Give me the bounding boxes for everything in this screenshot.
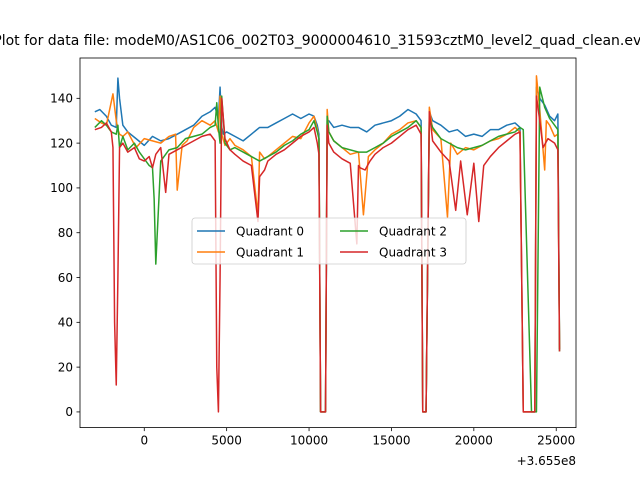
y-axis: 0 20 40 60 80 100 120 140 [50,92,80,419]
legend: Quadrant 0 Quadrant 1 Quadrant 2 Quadrant 3 [191,217,467,265]
x-tick-label: 0 [140,434,148,448]
legend-label-quadrant-3: Quadrant 3 [379,245,447,259]
y-tick-label: 60 [58,271,73,285]
legend-label-quadrant-1: Quadrant 1 [236,245,304,259]
y-tick-label: 0 [65,405,73,419]
x-tick-label: 25000 [537,434,575,448]
chart-title: Plot for data file: modeM0/AS1C06_002T03… [0,33,640,49]
x-tick-label: 15000 [372,434,410,448]
x-axis: 0 5000 10000 15000 20000 25000 [140,427,575,448]
x-tick-label: 10000 [290,434,328,448]
y-tick-label: 140 [50,92,73,106]
y-tick-label: 40 [58,316,73,330]
x-offset-label: +3.655e8 [517,454,576,468]
y-tick-label: 80 [58,226,73,240]
y-tick-label: 100 [50,181,73,195]
series-layer [94,75,561,413]
legend-label-quadrant-0: Quadrant 0 [236,224,304,238]
legend-box [191,217,467,265]
y-tick-label: 20 [58,360,73,374]
x-tick-label: 5000 [211,434,242,448]
series-line-quadrant-3 [94,95,561,413]
x-tick-label: 20000 [455,434,493,448]
axes-frame [79,57,577,429]
legend-label-quadrant-2: Quadrant 2 [379,224,447,238]
y-tick-label: 120 [50,136,73,150]
